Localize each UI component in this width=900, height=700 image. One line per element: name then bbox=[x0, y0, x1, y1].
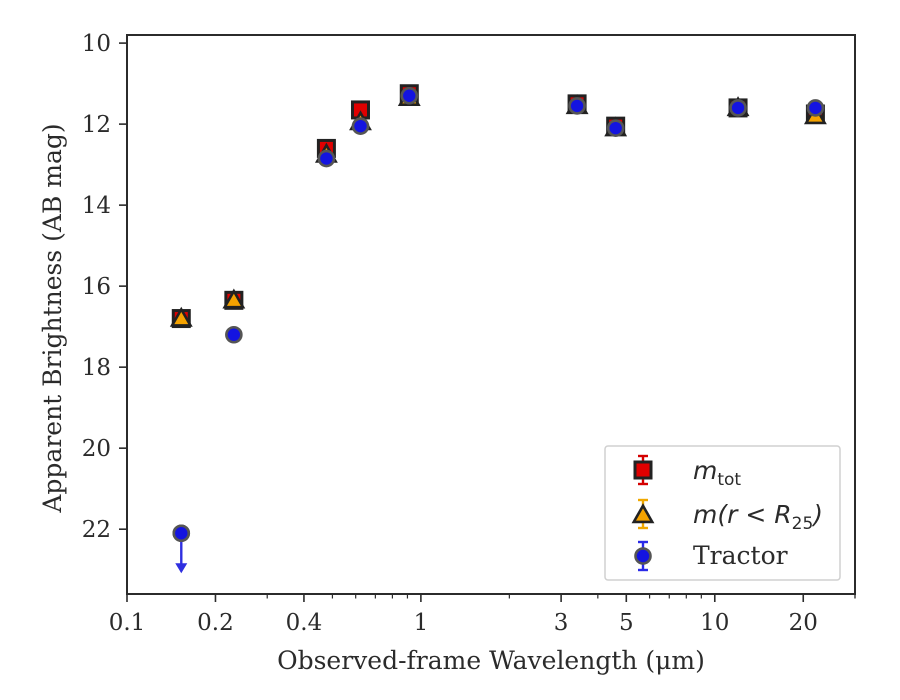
series-square bbox=[171, 84, 825, 329]
data-point-circle bbox=[317, 149, 336, 168]
legend-label-mtot: mtot bbox=[693, 456, 741, 490]
legend-label-mr: m(r < R25) bbox=[693, 500, 823, 534]
y-tick-label: 20 bbox=[82, 436, 111, 462]
axes: 0.1 0.2 0.4 1 3 5 10 20 10 12 14 16 18 20 22 bbox=[82, 31, 856, 636]
legend-label-part: ( bbox=[717, 500, 728, 529]
data-point-circle bbox=[351, 117, 370, 135]
plot-area bbox=[169, 84, 827, 574]
data-point-circle bbox=[400, 86, 419, 105]
plot-frame bbox=[126, 34, 856, 595]
data-point-circle bbox=[729, 99, 747, 117]
legend-label-part: R bbox=[774, 500, 791, 529]
legend-label-part: ) bbox=[811, 500, 823, 529]
x-tick-label: 10 bbox=[700, 610, 729, 636]
data-point-circle bbox=[806, 99, 825, 117]
x-axis-label: Observed-frame Wavelength (μm) bbox=[277, 646, 705, 675]
y-tick-label: 16 bbox=[82, 274, 111, 300]
legend-label-tractor: Tractor bbox=[693, 541, 788, 570]
x-tick-label: 0.4 bbox=[286, 610, 323, 636]
legend-box bbox=[604, 445, 841, 581]
data-point-circle bbox=[568, 97, 586, 115]
data-point-triangle bbox=[222, 288, 246, 309]
x-tick-label: 0.2 bbox=[197, 610, 234, 636]
legend-marker-square bbox=[633, 460, 653, 480]
y-tick-label: 22 bbox=[82, 517, 111, 543]
legend-label-part: r bbox=[727, 500, 739, 529]
x-tick-label: 5 bbox=[619, 610, 634, 636]
series-triangle bbox=[169, 85, 827, 327]
legend-marker-triangle bbox=[631, 503, 655, 524]
series-circle bbox=[172, 86, 825, 574]
y-tick-label: 18 bbox=[82, 355, 111, 381]
legend-label-main: m bbox=[693, 456, 717, 485]
legend-label-part: < bbox=[737, 500, 774, 529]
legend-marker-circle bbox=[634, 547, 652, 565]
y-axis-label: Apparent Brightness (AB mag) bbox=[38, 123, 67, 513]
legend-label-part: m bbox=[693, 500, 717, 529]
data-point-triangle bbox=[169, 306, 193, 327]
x-tick-label: 1 bbox=[414, 610, 429, 636]
data-point-circle bbox=[606, 119, 625, 137]
x-tick-label: 3 bbox=[554, 610, 569, 636]
legend-label-part: 25 bbox=[792, 514, 814, 534]
y-tick-label: 12 bbox=[82, 112, 111, 138]
y-tick-label: 14 bbox=[82, 193, 111, 219]
x-tick-label: 20 bbox=[789, 610, 818, 636]
upper-limit-arrowhead bbox=[175, 563, 188, 574]
data-point-circle bbox=[172, 524, 191, 543]
y-tick-label: 10 bbox=[82, 31, 111, 57]
legend-label-sub: tot bbox=[717, 470, 741, 490]
x-tick-label: 0.1 bbox=[109, 610, 146, 636]
data-point-circle bbox=[225, 325, 243, 344]
